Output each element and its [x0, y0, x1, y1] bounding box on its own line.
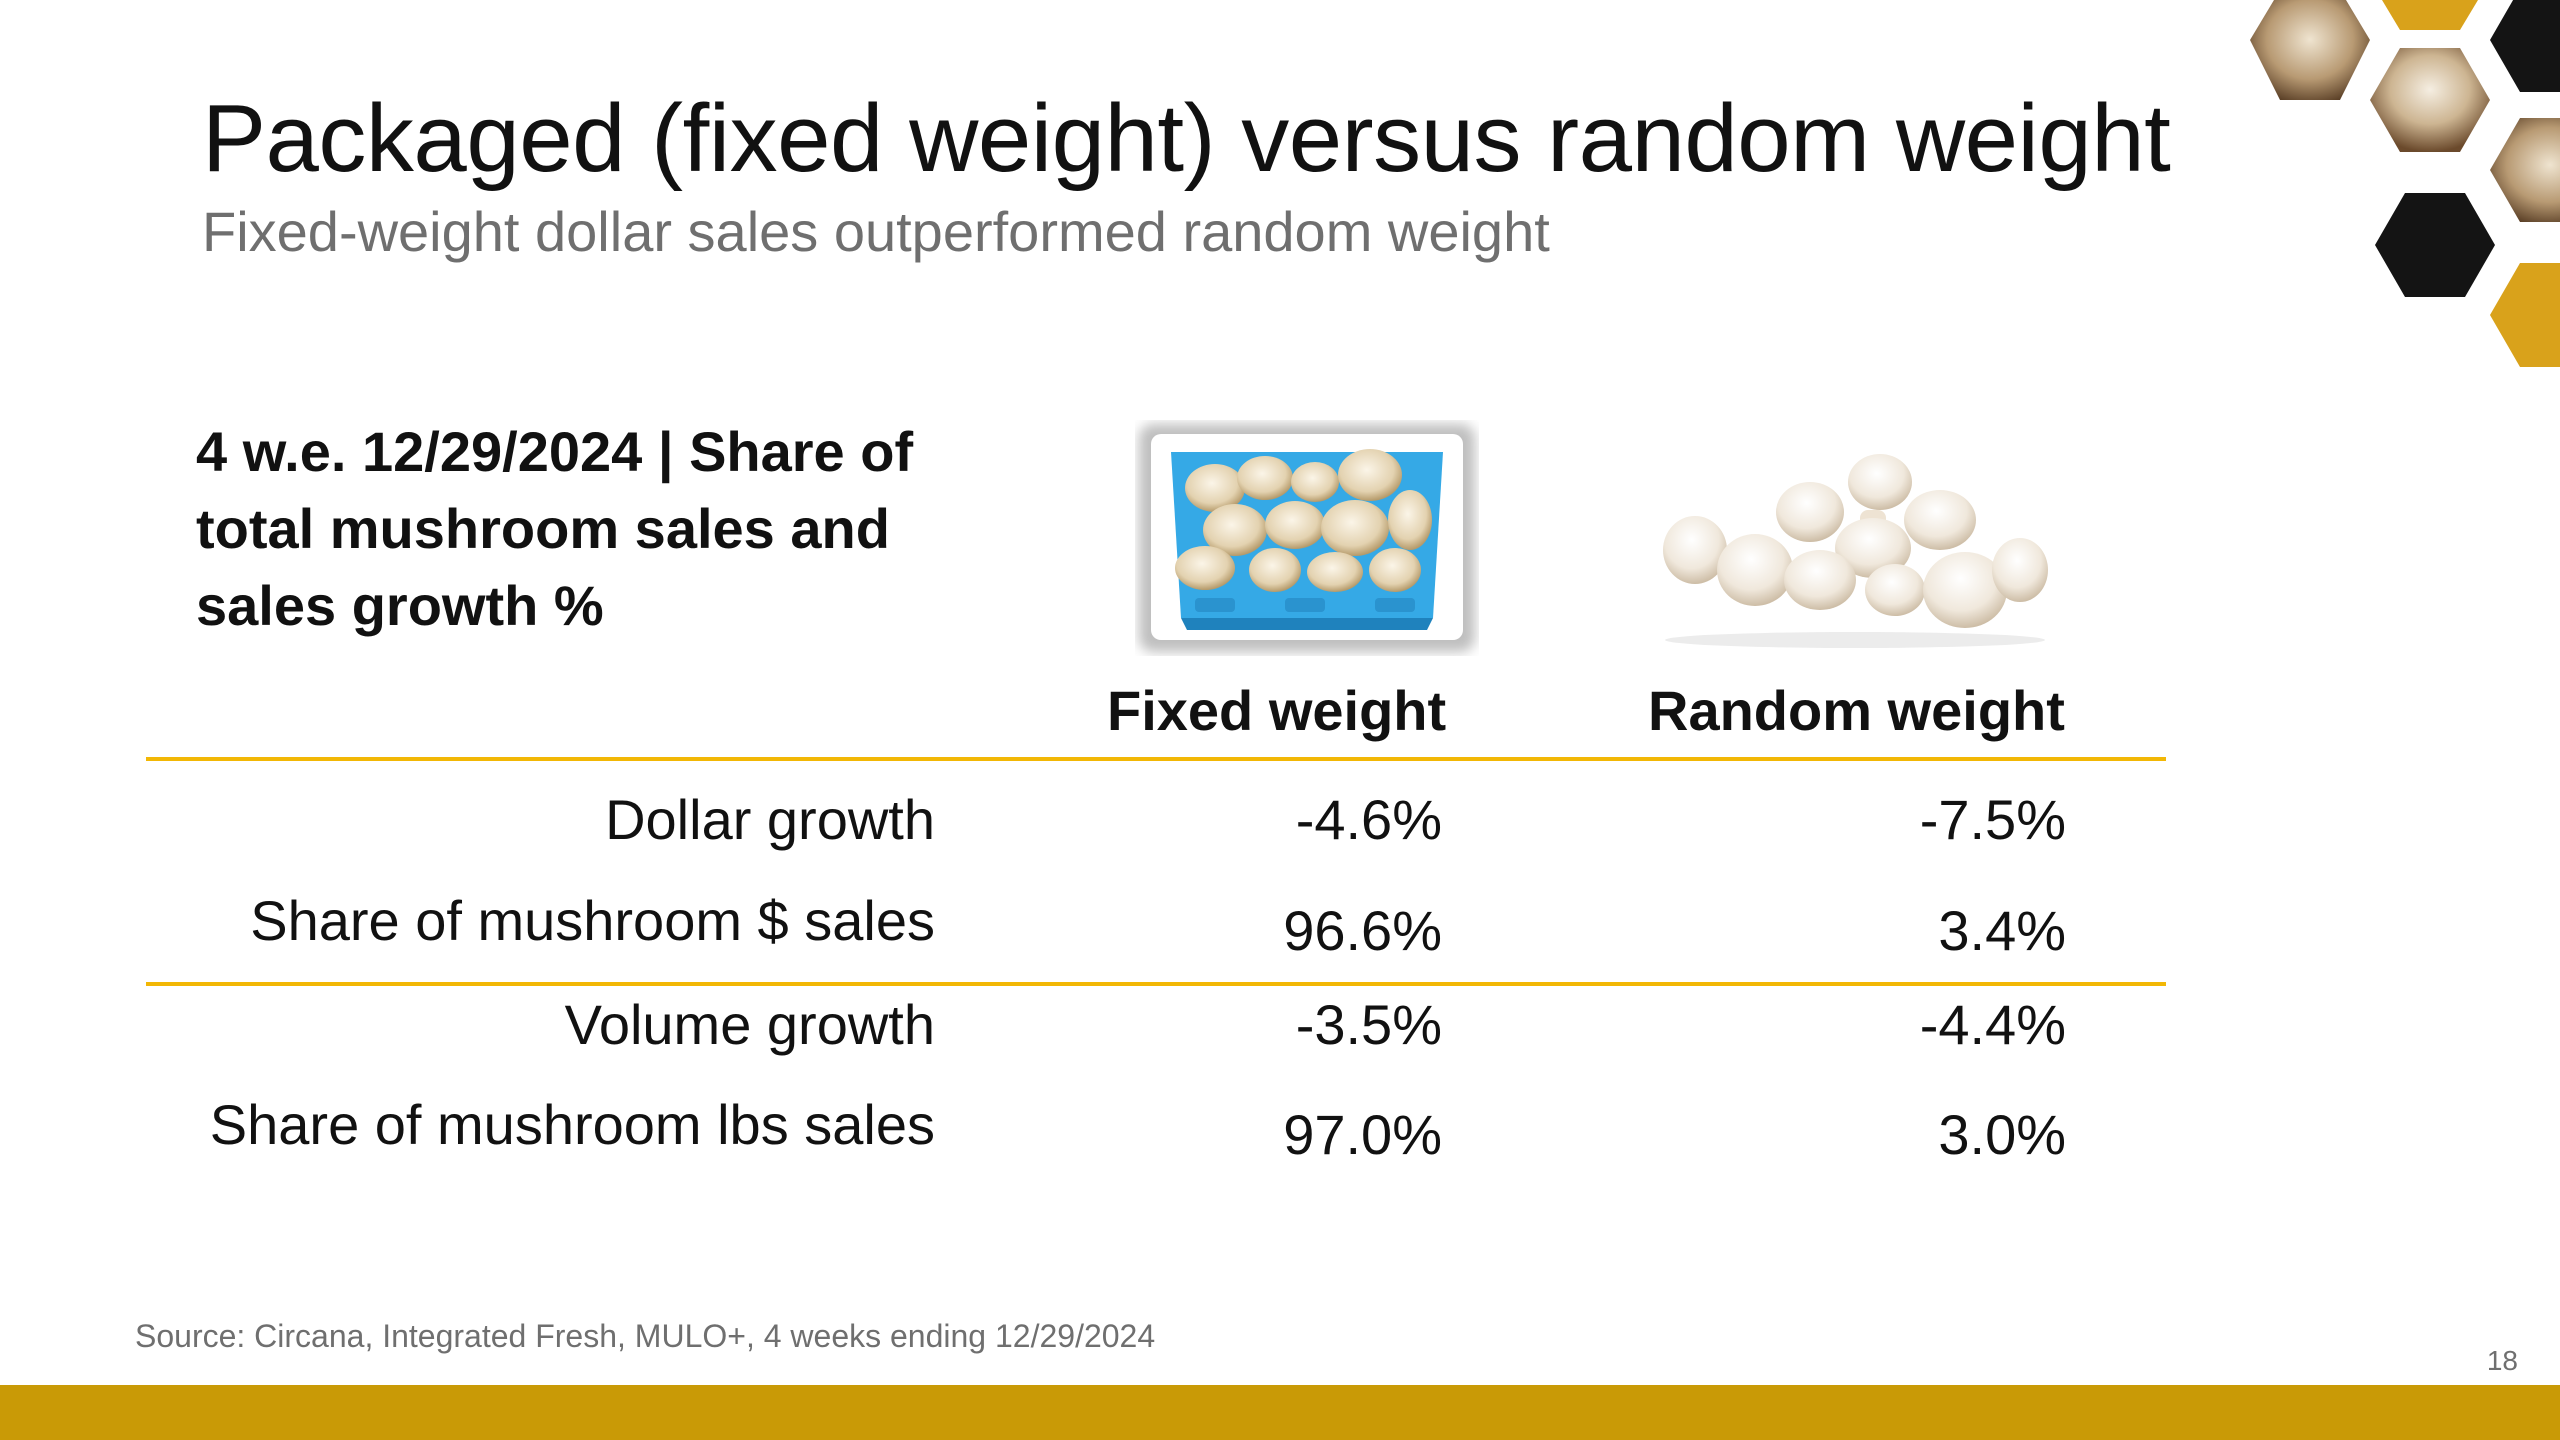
table-rule-middle [146, 982, 2166, 986]
page-number: 18 [2486, 1345, 2518, 1376]
cell-share-lbs-sales-fixed: 97.0% [1283, 1103, 1442, 1166]
source-note: Source: Circana, Integrated Fresh, MULO+… [135, 1318, 1156, 1354]
loose-mushrooms-pile-image [1663, 454, 2048, 648]
row-label-share-lbs-sales: Share of mushroom lbs sales [209, 1093, 935, 1156]
packaged-mushrooms-carton-image [1139, 424, 1475, 652]
slide-subtitle: Fixed-weight dollar sales outperformed r… [202, 200, 1550, 263]
cell-share-dollar-sales-random: 3.4% [1938, 899, 2066, 962]
cell-share-dollar-sales-fixed: 96.6% [1283, 899, 1442, 962]
table-rule-top [146, 757, 2166, 761]
table-caption: 4 w.e. 12/29/2024 | Share of total mushr… [196, 420, 914, 637]
row-label-dollar-growth: Dollar growth [605, 788, 935, 851]
column-header-fixed-weight: Fixed weight [1107, 679, 1447, 742]
hex-black-2 [2375, 193, 2495, 297]
row-label-volume-growth: Volume growth [564, 993, 935, 1056]
cell-volume-growth-fixed: -3.5% [1295, 993, 1442, 1056]
cell-dollar-growth-fixed: -4.6% [1295, 788, 1442, 851]
hex-photo-2 [2370, 48, 2490, 152]
footer-bar [0, 1385, 2560, 1440]
cell-dollar-growth-random: -7.5% [1919, 788, 2066, 851]
column-header-random-weight: Random weight [1648, 679, 2065, 742]
cell-share-lbs-sales-random: 3.0% [1938, 1103, 2066, 1166]
row-label-share-dollar-sales: Share of mushroom $ sales [250, 889, 935, 952]
slide-title: Packaged (fixed weight) versus random we… [202, 85, 2171, 192]
hexagon-photo-decoration [2250, 0, 2560, 367]
hex-black-1 [2490, 0, 2560, 92]
hex-photo-1 [2250, 0, 2370, 100]
cell-volume-growth-random: -4.4% [1919, 993, 2066, 1056]
hex-gold-2 [2490, 263, 2560, 367]
hex-gold-1 [2382, 0, 2478, 30]
hex-photo-3 [2490, 118, 2560, 222]
